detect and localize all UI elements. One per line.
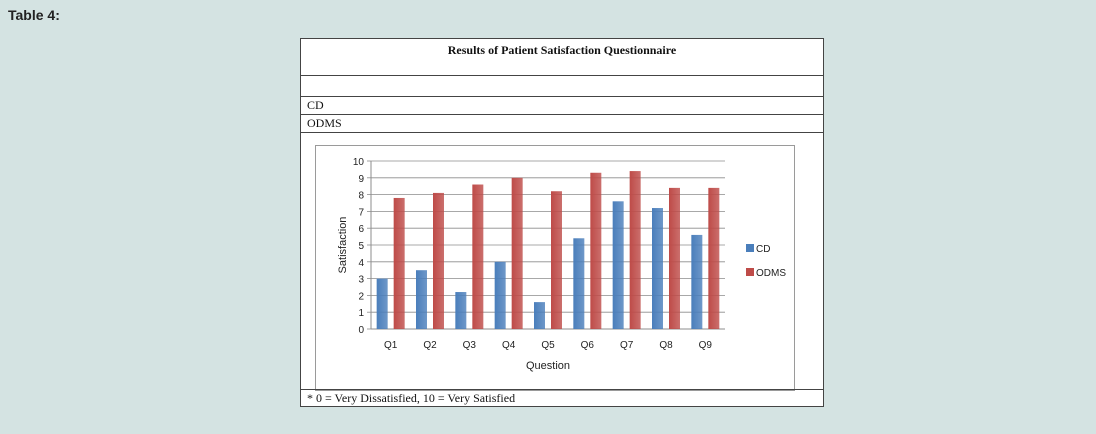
x-tick-label: Q4 <box>502 340 516 351</box>
legend-label-odms: ODMS <box>756 268 786 279</box>
x-tick-label: Q7 <box>620 340 634 351</box>
questionnaire-table: Results of Patient Satisfaction Question… <box>300 38 824 407</box>
bar-cd-q7 <box>612 201 624 329</box>
bar-odms-q7 <box>629 171 641 329</box>
footnote-divider <box>301 389 823 390</box>
satisfaction-chart: 0 1 2 3 4 5 6 7 8 9 10 Q1 Q2 Q3 Q4 Q5 Q6 Q7 Q8 Q9 Question Sa… <box>315 145 795 391</box>
y-tick-label: 10 <box>353 157 365 168</box>
y-tick-label: 2 <box>358 291 364 302</box>
bar-odms-q3 <box>472 184 484 329</box>
y-tick-label: 0 <box>358 325 364 336</box>
bar-odms-q9 <box>708 187 720 329</box>
bar-cd-q3 <box>455 292 467 329</box>
bar-odms-q6 <box>590 172 602 329</box>
x-tick-label: Q2 <box>423 340 437 351</box>
bar-cd-q5 <box>534 302 545 329</box>
bar-odms-q2 <box>433 192 444 329</box>
footnote: * 0 = Very Dissatisfied, 10 = Very Satis… <box>307 391 516 405</box>
y-axis-label: Satisfaction <box>337 217 349 274</box>
x-tick-label: Q6 <box>581 340 595 351</box>
row-label-odms: ODMS <box>307 116 342 130</box>
table-label: Table 4: <box>8 7 60 23</box>
x-tick-label: Q1 <box>384 340 398 351</box>
legend-swatch-odms <box>746 268 754 276</box>
table-title: Results of Patient Satisfaction Question… <box>447 43 677 57</box>
bar-odms-q8 <box>669 187 680 329</box>
bar-odms-q1 <box>393 197 405 329</box>
bar-odms-q5 <box>551 191 562 329</box>
table-title-row: Results of Patient Satisfaction Question… <box>301 39 823 76</box>
bar-cd-q2 <box>416 270 427 329</box>
y-tick-label: 6 <box>358 224 364 235</box>
row-label-cd: CD <box>307 98 324 112</box>
x-tick-label: Q3 <box>463 340 477 351</box>
bar-cd-q6 <box>573 238 585 329</box>
bar-cd-q9 <box>691 234 703 329</box>
legend-swatch-cd <box>746 244 754 252</box>
x-axis-label: Question <box>526 360 570 372</box>
bar-cd-q8 <box>652 208 663 329</box>
bar-cd-q4 <box>494 261 506 329</box>
chart-svg: 0 1 2 3 4 5 6 7 8 9 10 Q1 Q2 Q3 Q4 Q5 Q6 Q7 Q8 Q9 Question Sa… <box>337 157 786 372</box>
table-row-cd: CD <box>301 97 823 115</box>
x-tick-label: Q5 <box>541 340 555 351</box>
x-tick-label: Q8 <box>659 340 673 351</box>
y-tick-label: 5 <box>358 241 364 252</box>
bar-odms-q4 <box>511 177 523 329</box>
y-tick-label: 7 <box>358 207 364 218</box>
y-tick-label: 9 <box>358 174 364 185</box>
y-tick-label: 3 <box>358 275 364 286</box>
legend-label-cd: CD <box>756 244 770 255</box>
y-tick-label: 8 <box>358 191 364 202</box>
x-tick-label: Q9 <box>699 340 713 351</box>
bar-cd-q1 <box>376 278 388 329</box>
y-tick-label: 1 <box>358 308 364 319</box>
table-row-odms: ODMS <box>301 115 823 133</box>
table-blank-row <box>301 76 823 97</box>
y-tick-label: 4 <box>358 258 364 269</box>
